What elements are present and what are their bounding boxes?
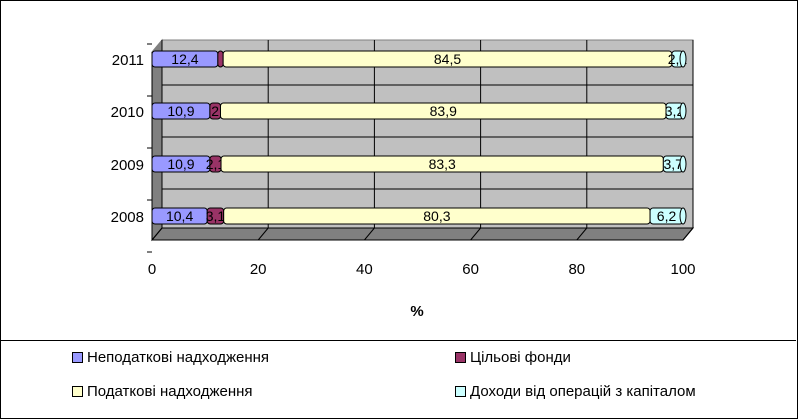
bar-end-cap [679, 207, 687, 225]
bar-segment [217, 50, 224, 68]
y-category-label: 2009 [111, 157, 144, 174]
x-tick-label: 100 [670, 261, 695, 278]
legend-item-non-tax: Неподаткові надходження [72, 349, 269, 366]
legend-label: Доходи від операцій з капіталом [470, 383, 696, 400]
data-label: 12,4 [171, 51, 198, 67]
floor [150, 227, 695, 241]
data-label: 2 [211, 103, 219, 119]
legend-item-target-funds: Цільові фонди [455, 349, 571, 366]
legend-swatch [72, 352, 83, 363]
data-label: 83,9 [430, 103, 457, 119]
legend-item-capital-ops: Доходи від операцій з капіталом [455, 383, 696, 400]
y-category-label: 2011 [112, 52, 144, 69]
data-label: 2,1 [206, 156, 226, 172]
legend-label: Неподаткові надходження [87, 349, 270, 366]
x-tick-label: 40 [356, 261, 373, 278]
legend-label: Цільові фонди [470, 349, 571, 366]
data-label: 3,7 [663, 156, 683, 172]
floor-gridline [364, 227, 375, 241]
y-category-label: 2008 [111, 209, 144, 226]
floor-gridline [151, 227, 163, 241]
floor-gridline [257, 227, 269, 241]
floor-gridline [470, 227, 481, 241]
data-label: 6,2 [657, 208, 677, 224]
bar-end-cap [679, 102, 687, 120]
legend-swatch [72, 386, 83, 397]
data-label: 84,5 [434, 51, 461, 67]
data-label: 80,3 [423, 208, 450, 224]
floor-gridline [682, 227, 694, 241]
bar-end-cap [679, 155, 687, 173]
legend-swatch [455, 352, 466, 363]
bar-end-cap [679, 50, 687, 68]
legend-swatch [455, 386, 466, 397]
bar-chart: 0 20 40 60 80 100 2008 2009 2010 2011 10,4 3,1 80,3 6… [111, 38, 696, 320]
chart-legend: Неподаткові надходження Цільові фонди По… [0, 340, 796, 418]
back-wall [161, 39, 694, 229]
data-label: 83,3 [429, 156, 456, 172]
floor-gridline [576, 227, 588, 241]
legend-label: Податкові надходження [87, 383, 253, 400]
data-label: 10,4 [166, 208, 193, 224]
data-label: 3,1 [206, 208, 226, 224]
y-category-label: 2010 [111, 104, 144, 121]
x-tick-label: 0 [148, 261, 156, 278]
data-label: 3,2 [665, 103, 685, 119]
data-label: 10,9 [167, 156, 194, 172]
x-axis-title: % [410, 303, 423, 320]
x-tick-label: 60 [462, 261, 479, 278]
x-tick-label: 20 [250, 261, 267, 278]
legend-item-tax: Податкові надходження [72, 383, 253, 400]
x-tick-label: 80 [568, 261, 585, 278]
data-label: 10,9 [167, 103, 194, 119]
